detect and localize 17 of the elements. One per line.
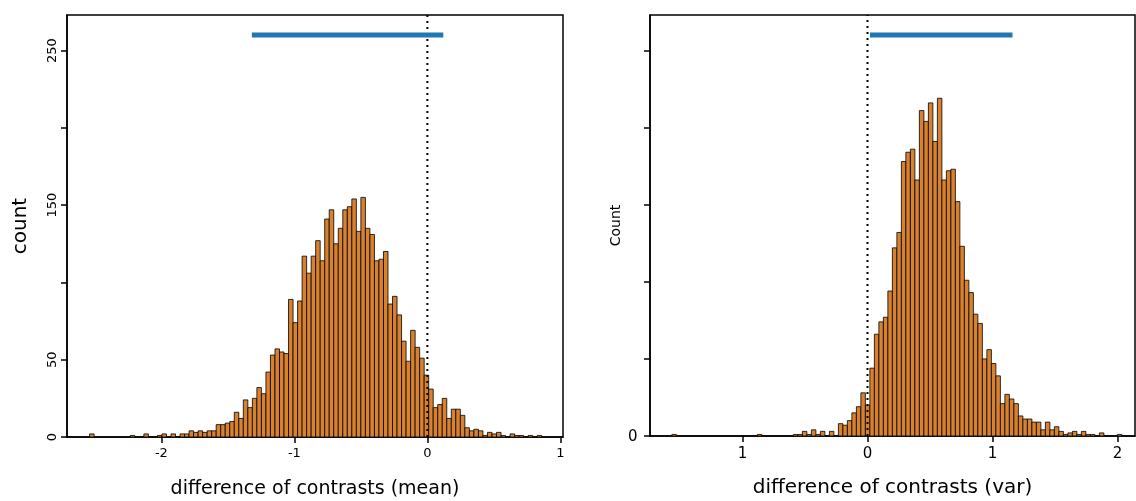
x-tick-label: 1 — [737, 443, 748, 462]
text: 0 — [628, 426, 638, 445]
x-tick-label: -1 — [287, 445, 301, 460]
x-tick-label: 0 — [862, 443, 873, 462]
y-tick-label: 150 — [44, 192, 59, 218]
y-tick-label: 0 — [44, 432, 59, 442]
x-axis-title: difference of contrasts (mean) — [170, 475, 460, 498]
x-tick-label: -2 — [154, 445, 168, 460]
y-tick-label: 250 — [44, 38, 59, 63]
y-tick-label: 50 — [44, 351, 59, 368]
x-axis-title: difference of contrasts (var) — [752, 474, 1033, 498]
x-tick-label: 1 — [556, 445, 565, 460]
x-tick-label: 1 — [987, 443, 998, 462]
y-axis-title: count — [7, 197, 31, 255]
y-axis-title: Count — [607, 204, 623, 247]
x-tick-label: 2 — [1112, 443, 1123, 462]
x-tick-label: 0 — [423, 445, 432, 460]
